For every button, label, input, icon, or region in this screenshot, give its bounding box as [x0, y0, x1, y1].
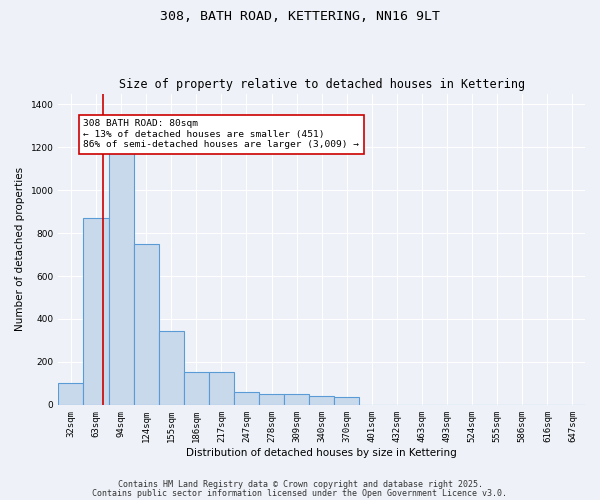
Bar	[334, 398, 359, 405]
Title: Size of property relative to detached houses in Kettering: Size of property relative to detached ho…	[119, 78, 525, 91]
X-axis label: Distribution of detached houses by size in Kettering: Distribution of detached houses by size …	[187, 448, 457, 458]
Text: Contains HM Land Registry data © Crown copyright and database right 2025.: Contains HM Land Registry data © Crown c…	[118, 480, 482, 489]
Bar	[309, 396, 334, 405]
Text: 308, BATH ROAD, KETTERING, NN16 9LT: 308, BATH ROAD, KETTERING, NN16 9LT	[160, 10, 440, 23]
Bar	[234, 392, 259, 405]
Bar	[159, 331, 184, 405]
Bar	[58, 384, 83, 405]
Y-axis label: Number of detached properties: Number of detached properties	[15, 167, 25, 332]
Bar	[259, 394, 284, 405]
Bar	[209, 372, 234, 405]
Bar	[184, 372, 209, 405]
Text: Contains public sector information licensed under the Open Government Licence v3: Contains public sector information licen…	[92, 488, 508, 498]
Bar	[109, 141, 134, 405]
Bar	[284, 394, 309, 405]
Bar	[83, 218, 109, 405]
Bar	[134, 244, 159, 405]
Text: 308 BATH ROAD: 80sqm
← 13% of detached houses are smaller (451)
86% of semi-deta: 308 BATH ROAD: 80sqm ← 13% of detached h…	[83, 120, 359, 149]
